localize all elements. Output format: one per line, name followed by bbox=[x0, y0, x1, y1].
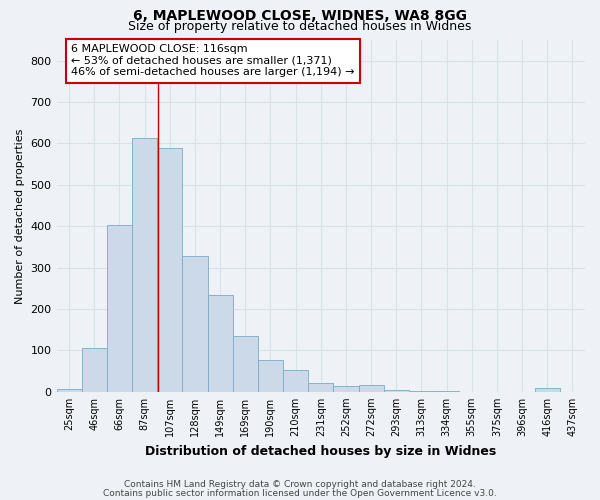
Bar bbox=[535, 388, 560, 392]
Bar bbox=[107, 224, 132, 392]
Bar bbox=[208, 294, 233, 392]
Text: Contains public sector information licensed under the Open Government Licence v3: Contains public sector information licen… bbox=[103, 488, 497, 498]
Bar bbox=[334, 386, 359, 392]
Bar bbox=[82, 348, 107, 392]
Text: 6 MAPLEWOOD CLOSE: 116sqm
← 53% of detached houses are smaller (1,371)
46% of se: 6 MAPLEWOOD CLOSE: 116sqm ← 53% of detac… bbox=[71, 44, 355, 78]
Text: 6, MAPLEWOOD CLOSE, WIDNES, WA8 8GG: 6, MAPLEWOOD CLOSE, WIDNES, WA8 8GG bbox=[133, 9, 467, 23]
Bar bbox=[132, 138, 157, 392]
Bar bbox=[157, 148, 182, 392]
Bar bbox=[233, 336, 258, 392]
Bar bbox=[308, 382, 334, 392]
X-axis label: Distribution of detached houses by size in Widnes: Distribution of detached houses by size … bbox=[145, 444, 496, 458]
Text: Size of property relative to detached houses in Widnes: Size of property relative to detached ho… bbox=[128, 20, 472, 33]
Bar bbox=[283, 370, 308, 392]
Bar bbox=[182, 256, 208, 392]
Y-axis label: Number of detached properties: Number of detached properties bbox=[15, 128, 25, 304]
Bar bbox=[383, 390, 409, 392]
Bar bbox=[409, 391, 434, 392]
Bar bbox=[56, 389, 82, 392]
Text: Contains HM Land Registry data © Crown copyright and database right 2024.: Contains HM Land Registry data © Crown c… bbox=[124, 480, 476, 489]
Bar bbox=[359, 385, 383, 392]
Bar bbox=[258, 360, 283, 392]
